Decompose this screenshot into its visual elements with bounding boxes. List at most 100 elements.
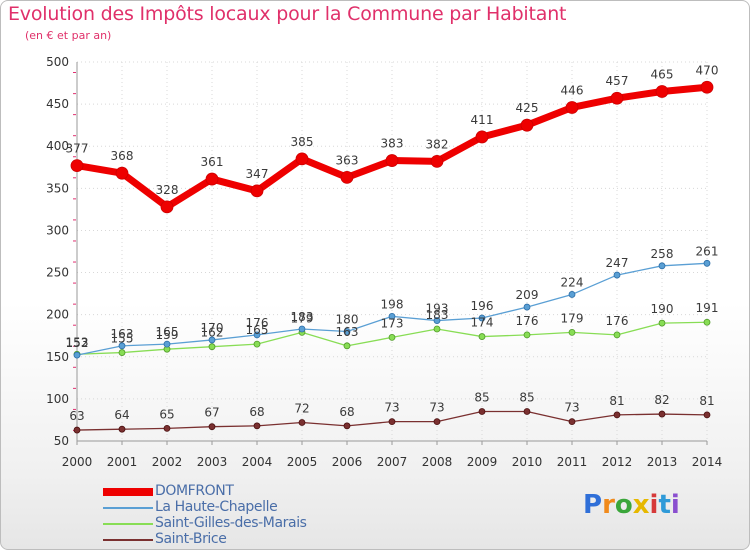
data-label: 179 [561, 311, 584, 325]
series-2-point [523, 331, 531, 339]
series-3-point [568, 418, 576, 426]
data-label: 73 [564, 401, 579, 415]
series-3-point [298, 419, 306, 426]
y-tick-label: 350 [46, 181, 69, 195]
series-1-point [523, 303, 531, 311]
data-label: 385 [291, 135, 314, 149]
series-3-point [253, 422, 261, 430]
data-label: 68 [249, 405, 264, 419]
chart-title: Evolution des Impôts locaux pour la Comm… [8, 3, 567, 25]
y-tick-label: 150 [46, 350, 69, 364]
x-tick-label: 2004 [242, 455, 273, 469]
x-tick-label: 2014 [692, 455, 723, 469]
y-tick-label: 100 [46, 392, 69, 406]
logo-letter: P [583, 490, 603, 520]
x-tick-label: 2012 [602, 455, 633, 469]
data-label: 67 [204, 406, 219, 420]
x-tick-label: 2005 [287, 455, 318, 469]
data-label: 347 [246, 167, 269, 181]
data-label: 457 [606, 74, 629, 88]
data-label: 191 [696, 301, 719, 315]
data-label: 328 [156, 183, 179, 197]
series-2-point [478, 333, 486, 340]
y-tick-label: 50 [54, 434, 69, 448]
x-tick-label: 2006 [332, 455, 363, 469]
data-label: 64 [114, 408, 129, 422]
series-1-point [658, 262, 666, 270]
series-1-point [343, 328, 351, 335]
logo-letter: x [632, 490, 650, 520]
data-label: 382 [426, 137, 449, 151]
x-tick-label: 2007 [377, 455, 408, 469]
data-label: 85 [474, 391, 489, 405]
y-tick-label: 200 [46, 308, 69, 322]
data-label: 446 [561, 83, 584, 97]
data-label: 72 [294, 401, 309, 415]
data-label: 183 [291, 310, 314, 324]
data-label: 368 [111, 149, 134, 163]
data-label: 224 [561, 275, 584, 289]
series-1-point [613, 271, 621, 279]
data-label: 183 [426, 308, 449, 322]
data-label: 68 [339, 405, 354, 419]
data-label: 163 [336, 325, 359, 339]
series-2-point [568, 328, 576, 336]
series-2-point [343, 342, 351, 350]
series-0-point [340, 170, 354, 184]
series-0-point [250, 184, 264, 198]
legend-swatch [103, 507, 153, 509]
legend-label: Saint-Gilles-des-Marais [155, 515, 307, 531]
data-label: 261 [696, 244, 719, 258]
data-label: 247 [606, 256, 629, 270]
data-label: 209 [516, 288, 539, 302]
series-0-point [115, 166, 129, 180]
series-3-point [703, 411, 711, 419]
data-label: 63 [69, 409, 84, 423]
value-labels: 377 368 328 361 347 385 363 383 382 411 425 446 457 4… [66, 63, 719, 423]
series-3-point [343, 422, 351, 430]
series-0-point [655, 85, 669, 98]
series-2-point [658, 319, 666, 327]
data-label: 180 [336, 313, 359, 327]
series-2-point [433, 325, 441, 333]
data-label: 152 [66, 336, 89, 350]
data-label: 165 [246, 323, 269, 337]
data-label: 258 [651, 247, 674, 261]
series-lines [70, 80, 714, 434]
series-3-point [388, 418, 396, 426]
legend-label: Saint-Brice [155, 531, 227, 547]
data-label: 176 [606, 314, 629, 328]
legend-label: DOMFRONT [155, 483, 234, 499]
series-3-point [73, 426, 81, 434]
x-tick-label: 2002 [152, 455, 183, 469]
legend-swatch [103, 523, 153, 525]
series-3-point [613, 411, 621, 419]
data-label: 65 [159, 407, 174, 421]
data-label: 163 [111, 327, 134, 341]
y-tick-label: 500 [46, 55, 69, 69]
axes: 50 100 150 200 250 300 350 400 450 500 2000 2001 200… [46, 55, 722, 469]
data-label: 81 [609, 394, 624, 408]
data-label: 153 [66, 335, 89, 349]
x-tick-label: 2013 [647, 455, 678, 469]
series-2-point [208, 343, 216, 351]
series-0-point [385, 154, 399, 167]
legend-swatch [103, 539, 153, 541]
y-tick-label: 450 [46, 97, 69, 111]
data-label: 363 [336, 153, 359, 167]
logo-letter: i [649, 490, 659, 520]
data-label: 170 [201, 321, 224, 335]
series-2-point [388, 334, 396, 341]
series-0-point [700, 80, 714, 94]
series-1-point [568, 291, 576, 298]
logo-letter: i [670, 490, 680, 520]
series-0-point [475, 130, 489, 144]
series-2-point [253, 340, 261, 348]
data-label: 73 [429, 401, 444, 415]
y-tick-label: 250 [46, 266, 69, 280]
y-tick-label: 400 [46, 139, 69, 153]
legend-swatch [103, 488, 153, 496]
data-label: 465 [651, 67, 674, 81]
series-1-point [253, 331, 261, 339]
